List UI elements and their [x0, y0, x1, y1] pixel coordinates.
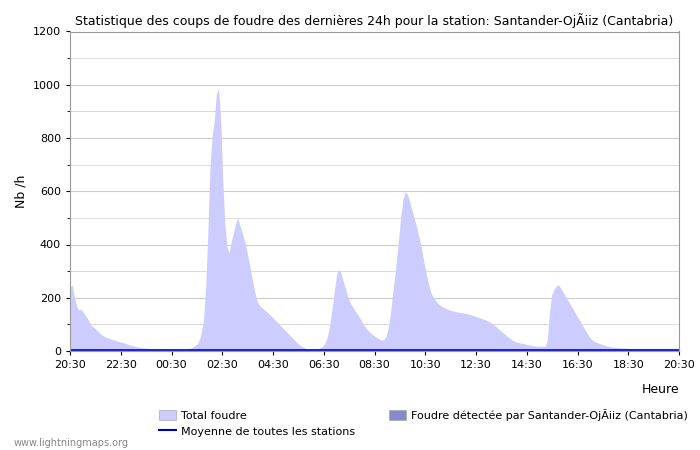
Y-axis label: Nb /h: Nb /h	[14, 175, 27, 208]
Text: www.lightningmaps.org: www.lightningmaps.org	[14, 438, 129, 448]
Text: Heure: Heure	[641, 383, 679, 396]
Title: Statistique des coups de foudre des dernières 24h pour la station: Santander-OjÃ: Statistique des coups de foudre des dern…	[76, 13, 673, 27]
Legend: Total foudre, Moyenne de toutes les stations, Foudre détectée par Santander-OjÃi: Total foudre, Moyenne de toutes les stat…	[155, 404, 692, 441]
